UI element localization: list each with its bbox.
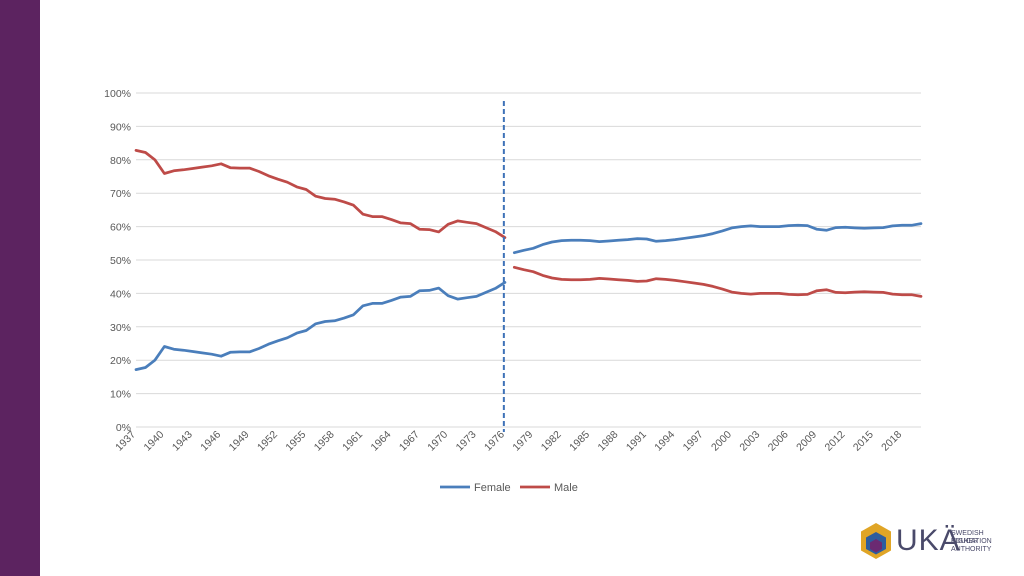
series-line-female: [512, 222, 923, 255]
x-tick-label: 1988: [595, 429, 620, 454]
x-tick-label: 1973: [454, 429, 479, 454]
y-tick-label: 30%: [110, 322, 131, 334]
x-tick-label: 2000: [709, 429, 734, 454]
y-tick-label: 90%: [110, 121, 131, 133]
y-tick-label: 50%: [110, 255, 131, 267]
legend-label-male: Male: [554, 482, 578, 494]
x-tick-label: 1946: [198, 429, 223, 454]
y-tick-label: 10%: [110, 389, 131, 401]
y-tick-label: 80%: [110, 155, 131, 167]
legend-label-female: Female: [474, 482, 511, 494]
y-tick-label: 70%: [110, 188, 131, 200]
y-tick-label: 0%: [116, 422, 131, 434]
x-tick-label: 1985: [567, 429, 592, 454]
x-tick-label: 1955: [283, 429, 308, 454]
x-tick-label: 1976: [482, 429, 507, 454]
legend: Female Male: [440, 482, 578, 494]
x-tick-label: 1958: [312, 429, 337, 454]
x-tick-label: 1994: [652, 429, 677, 454]
y-tick-label: 40%: [110, 288, 131, 300]
uka-emblem-icon: [861, 523, 891, 559]
logo-subtitle-line-1: SWEDISH HIGHER: [951, 530, 984, 545]
series-line-female: [134, 281, 507, 371]
x-tick-label: 2009: [794, 429, 819, 454]
x-tick-label: 1964: [368, 429, 393, 454]
gridlines: [136, 92, 921, 428]
y-axis-ticks: 0% 10% 20% 30% 40% 50% 60% 70% 80% 90% 100%: [104, 88, 131, 434]
sidebar-accent-bar: [0, 0, 40, 576]
y-tick-label: 20%: [110, 355, 131, 367]
x-tick-label: 2006: [766, 429, 791, 454]
x-axis-ticks: 1937 1940 1943 1946 1949 1952 1955 1958 1961 1964…: [113, 429, 904, 454]
series-lines: [134, 149, 923, 371]
logo-wordmark: UKÄ: [896, 524, 961, 557]
x-tick-label: 1940: [141, 429, 166, 454]
x-tick-label: 1943: [170, 429, 195, 454]
x-tick-label: 1991: [624, 429, 649, 454]
x-tick-label: 2018: [879, 429, 904, 454]
x-tick-label: 2003: [737, 429, 762, 454]
logo-subtitle-line-2: EDUCATION: [951, 538, 992, 545]
x-tick-label: 1982: [539, 429, 564, 454]
x-tick-label: 2015: [851, 429, 876, 454]
x-tick-label: 1949: [227, 429, 252, 454]
x-tick-label: 1979: [510, 429, 535, 454]
uka-logo: UKÄ SWEDISH HIGHER EDUCATION AUTHORITY: [860, 520, 1010, 564]
y-tick-label: 60%: [110, 222, 131, 234]
x-tick-label: 1952: [255, 429, 280, 454]
x-tick-label: 1967: [397, 429, 422, 454]
y-tick-label: 100%: [104, 88, 131, 100]
x-tick-label: 1961: [340, 429, 365, 454]
series-line-male: [134, 149, 507, 239]
logo-subtitle-line-3: AUTHORITY: [951, 546, 992, 553]
x-tick-label: 1997: [681, 429, 706, 454]
series-line-male: [512, 265, 923, 298]
x-tick-label: 1970: [425, 429, 450, 454]
x-tick-label: 2012: [822, 429, 847, 454]
